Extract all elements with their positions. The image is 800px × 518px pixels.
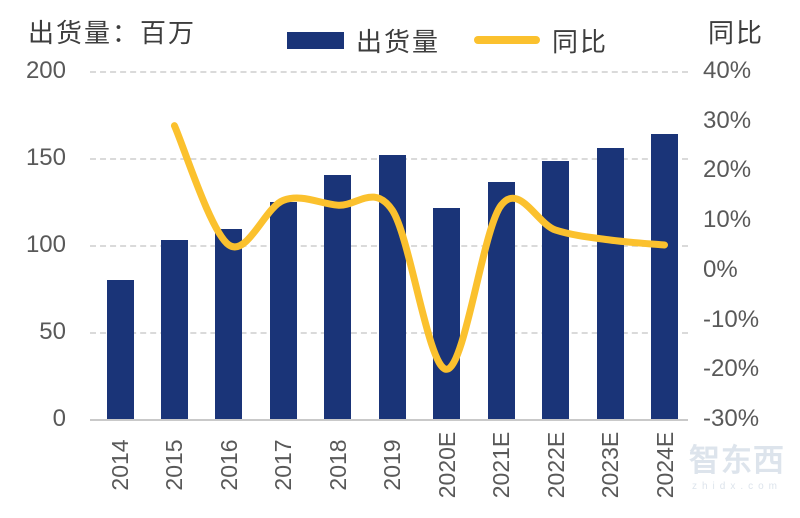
- left-tick-50: 50: [39, 318, 66, 345]
- legend-line-swatch-icon: [474, 36, 541, 44]
- bar-2024E: [651, 133, 678, 419]
- x-label-2019: 2019: [379, 439, 406, 491]
- watermark: 智东西 zhidx.com: [674, 444, 800, 494]
- x-label-2015: 2015: [161, 439, 188, 491]
- x-label-2023E: 2023E: [597, 431, 624, 499]
- right-axis-title: 同比: [708, 19, 765, 49]
- right-tick--20%: -20%: [703, 355, 760, 383]
- x-label-2016: 2016: [215, 439, 242, 491]
- right-tick-10%: 10%: [703, 206, 752, 234]
- bar-2023E: [596, 147, 624, 419]
- plot-area: [90, 71, 688, 421]
- bar-2022E: [542, 161, 570, 419]
- right-tick-30%: 30%: [703, 106, 752, 134]
- chart-legend: 出货量 同比: [287, 24, 609, 58]
- bar-2018: [324, 175, 352, 419]
- legend-bar-swatch-icon: [287, 31, 344, 49]
- right-tick-20%: 20%: [703, 156, 752, 184]
- left-tick-0: 0: [52, 405, 66, 432]
- gridline-200: [90, 71, 688, 73]
- x-label-2018: 2018: [324, 439, 351, 491]
- bar-2016: [215, 229, 243, 419]
- right-tick--10%: -10%: [703, 305, 760, 333]
- bar-2017: [269, 201, 297, 419]
- left-tick-200: 200: [25, 57, 66, 84]
- bar-2020E: [433, 208, 461, 419]
- legend-line-label: 同比: [552, 27, 609, 58]
- watermark-domain: zhidx.com: [691, 481, 782, 492]
- yoy-line-series: [170, 122, 668, 373]
- left-tick-100: 100: [25, 231, 66, 258]
- left-tick-150: 150: [25, 144, 66, 171]
- bar-2014: [106, 279, 134, 419]
- bar-2015: [160, 239, 188, 419]
- x-label-2021E: 2021E: [488, 431, 515, 499]
- legend-bar-label: 出货量: [356, 27, 441, 58]
- x-label-2017: 2017: [270, 439, 297, 491]
- right-tick-0%: 0%: [703, 255, 738, 283]
- x-label-2020E: 2020E: [433, 431, 460, 499]
- right-tick-40%: 40%: [703, 57, 752, 84]
- watermark-logo: 智东西: [689, 443, 785, 479]
- left-axis-title: 出货量：百万: [28, 19, 197, 49]
- x-label-2014: 2014: [107, 439, 133, 491]
- yoy-line-path: [170, 122, 668, 373]
- right-tick--30%: -30%: [703, 405, 760, 432]
- x-label-2022E: 2022E: [542, 431, 569, 499]
